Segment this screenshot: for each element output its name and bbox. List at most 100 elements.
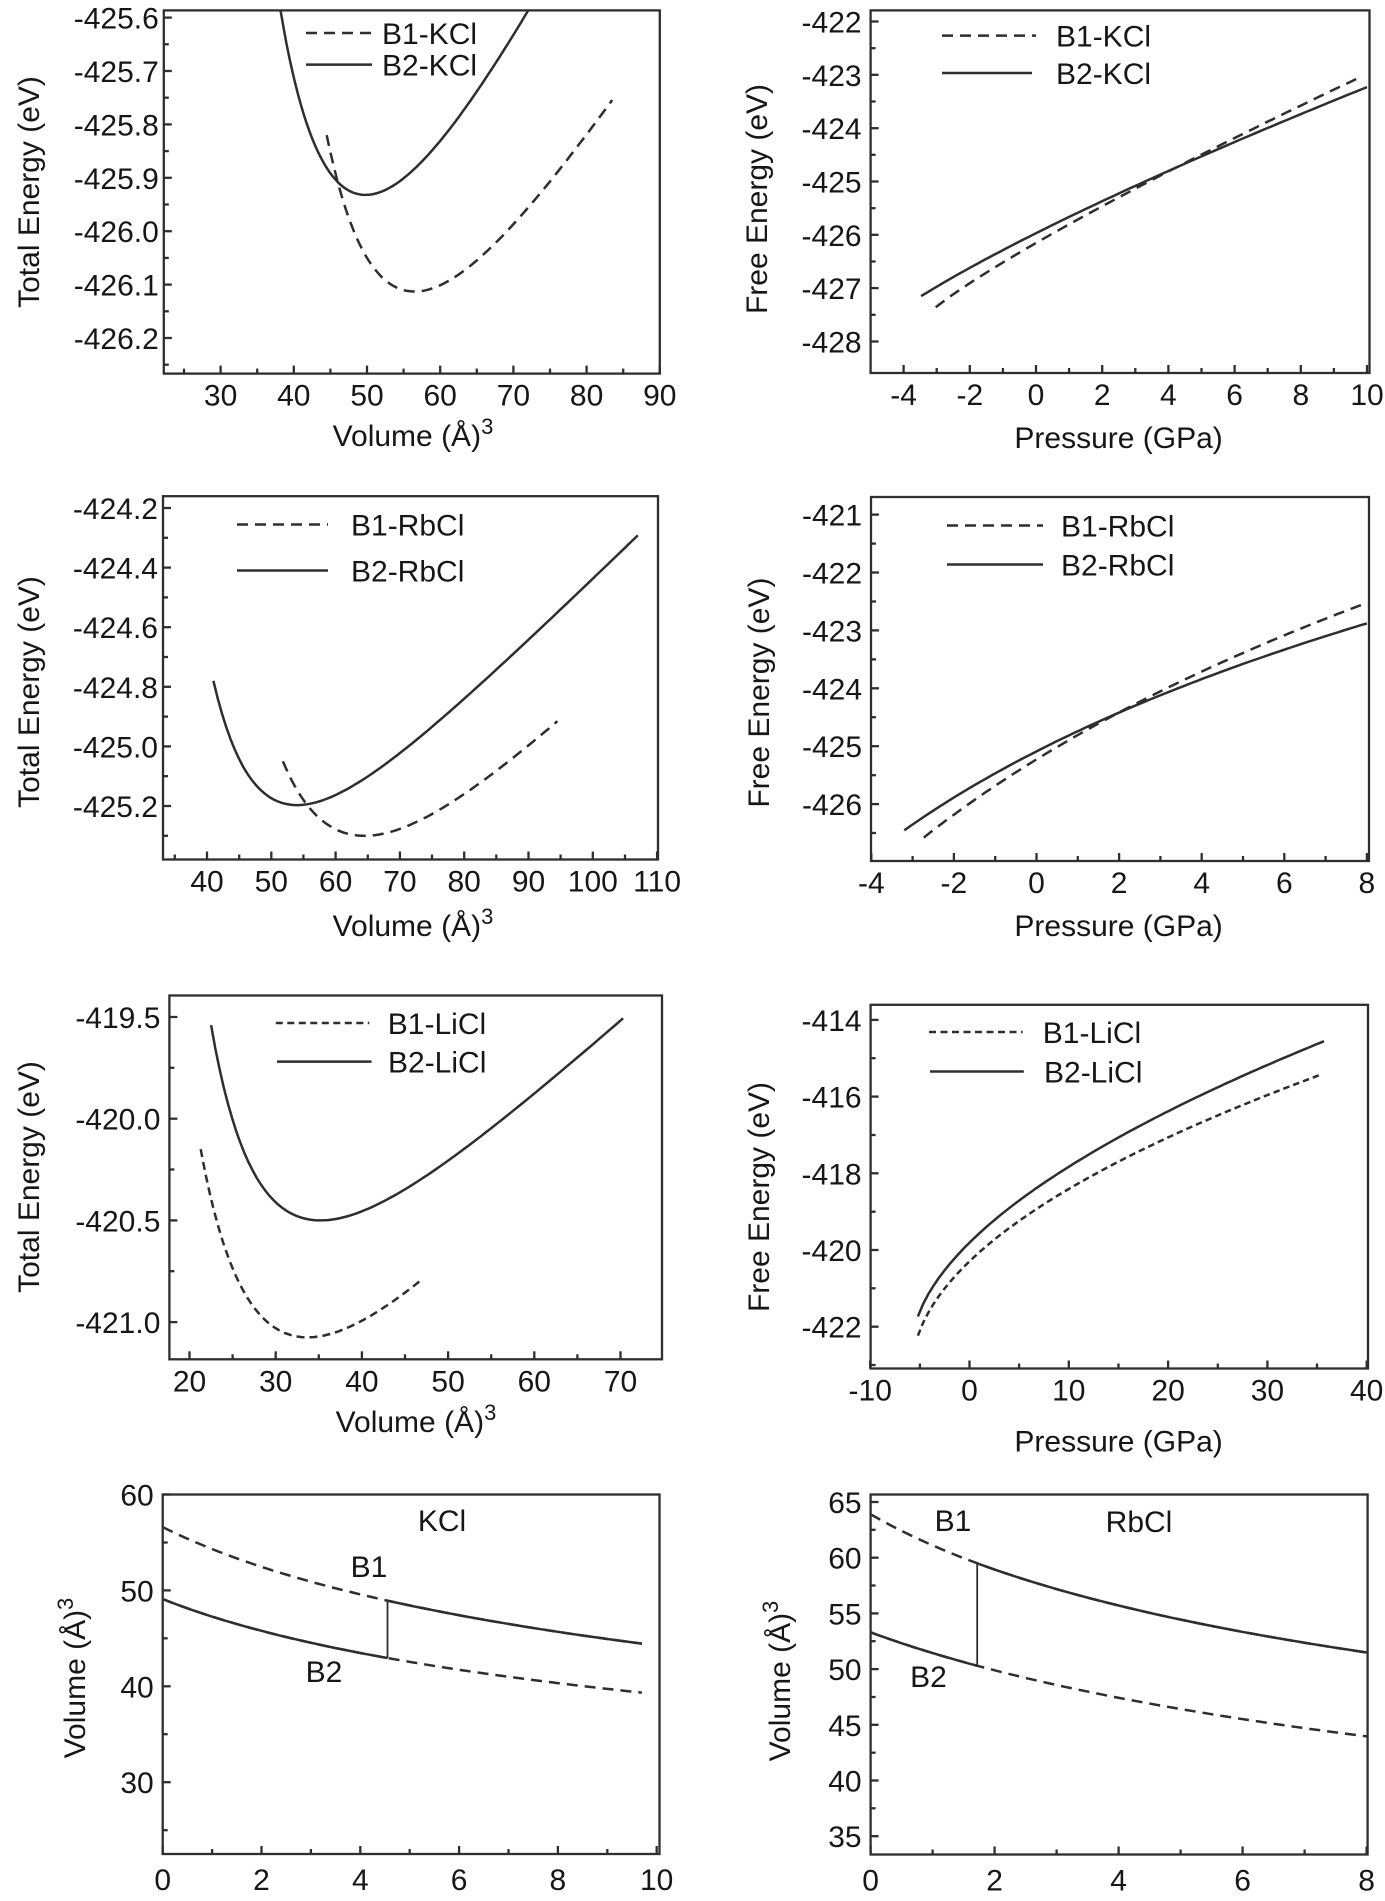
- svg-text:-419.5: -419.5: [75, 1002, 160, 1035]
- svg-text:-420: -420: [802, 1235, 862, 1268]
- svg-text:B2: B2: [910, 1661, 947, 1694]
- svg-text:60: 60: [120, 1480, 153, 1513]
- svg-text:0: 0: [154, 1864, 171, 1896]
- svg-text:Volume (Å)3: Volume (Å)3: [336, 1400, 497, 1439]
- svg-text:40: 40: [1350, 1375, 1383, 1408]
- svg-text:110: 110: [633, 866, 681, 899]
- svg-text:-418: -418: [802, 1158, 862, 1191]
- svg-text:Free Energy (eV): Free Energy (eV): [741, 84, 774, 314]
- svg-text:-420.5: -420.5: [75, 1205, 160, 1238]
- svg-text:Volume (Å)3: Volume (Å)3: [333, 414, 494, 453]
- svg-text:8: 8: [550, 1864, 567, 1896]
- svg-text:50: 50: [255, 866, 288, 899]
- svg-text:B1: B1: [351, 1551, 388, 1584]
- svg-text:30: 30: [259, 1365, 292, 1398]
- svg-text:B2: B2: [306, 1656, 343, 1689]
- svg-text:-426.1: -426.1: [74, 270, 159, 303]
- svg-text:40: 40: [120, 1671, 153, 1704]
- svg-text:70: 70: [604, 1365, 637, 1398]
- svg-text:60: 60: [424, 380, 457, 413]
- svg-text:70: 70: [497, 380, 530, 413]
- svg-text:70: 70: [383, 866, 416, 899]
- svg-text:90: 90: [643, 380, 676, 413]
- svg-text:100: 100: [568, 866, 618, 899]
- svg-text:80: 80: [448, 866, 481, 899]
- svg-text:60: 60: [518, 1365, 551, 1398]
- svg-text:-428: -428: [802, 327, 862, 360]
- svg-text:-426.2: -426.2: [74, 323, 159, 356]
- svg-text:Free Energy (eV): Free Energy (eV): [743, 1082, 776, 1312]
- svg-text:6: 6: [451, 1864, 468, 1896]
- svg-text:B2-LiCl: B2-LiCl: [1044, 1057, 1142, 1090]
- svg-text:-4: -4: [858, 867, 885, 900]
- svg-text:50: 50: [350, 380, 383, 413]
- svg-text:90: 90: [512, 866, 545, 899]
- svg-text:55: 55: [828, 1598, 861, 1631]
- svg-text:-422: -422: [802, 1312, 862, 1345]
- svg-text:-427: -427: [802, 273, 862, 306]
- svg-text:0: 0: [862, 1865, 879, 1897]
- svg-text:Total Energy (eV): Total Energy (eV): [13, 1061, 46, 1293]
- svg-text:50: 50: [120, 1575, 153, 1608]
- svg-text:-425.2: -425.2: [73, 791, 158, 824]
- svg-text:20: 20: [1151, 1375, 1184, 1408]
- svg-text:-424.8: -424.8: [73, 672, 158, 705]
- svg-text:-426: -426: [802, 220, 862, 253]
- svg-text:Volume (Å)3: Volume (Å)3: [53, 1598, 92, 1759]
- svg-text:50: 50: [828, 1654, 861, 1687]
- svg-text:50: 50: [431, 1365, 464, 1398]
- svg-text:4: 4: [1160, 379, 1177, 412]
- svg-text:-424.4: -424.4: [73, 553, 158, 586]
- svg-text:-424.2: -424.2: [73, 493, 158, 526]
- svg-text:B1-LiCl: B1-LiCl: [388, 1008, 486, 1041]
- svg-text:RbCl: RbCl: [1106, 1506, 1173, 1539]
- svg-text:B2-KCl: B2-KCl: [1056, 58, 1151, 91]
- svg-text:80: 80: [570, 380, 603, 413]
- svg-text:B1: B1: [935, 1505, 972, 1538]
- svg-text:-423: -423: [802, 615, 862, 648]
- svg-text:KCl: KCl: [418, 1505, 466, 1538]
- svg-text:30: 30: [120, 1767, 153, 1800]
- svg-text:Volume (Å)3: Volume (Å)3: [333, 904, 494, 943]
- svg-text:-424: -424: [802, 113, 862, 146]
- svg-text:2: 2: [1094, 379, 1111, 412]
- svg-text:35: 35: [828, 1821, 861, 1854]
- svg-text:-425: -425: [802, 167, 862, 200]
- svg-text:8: 8: [1359, 867, 1376, 900]
- svg-text:6: 6: [1226, 379, 1243, 412]
- svg-text:2: 2: [986, 1865, 1003, 1897]
- svg-text:-2: -2: [941, 867, 968, 900]
- svg-text:10: 10: [1052, 1375, 1085, 1408]
- svg-text:Pressure (GPa): Pressure (GPa): [1014, 1426, 1222, 1459]
- svg-text:8: 8: [1292, 379, 1309, 412]
- svg-text:20: 20: [173, 1365, 206, 1398]
- svg-text:Free Energy (eV): Free Energy (eV): [743, 578, 776, 808]
- svg-text:-424: -424: [802, 673, 862, 706]
- svg-text:-4: -4: [890, 379, 917, 412]
- svg-text:-414: -414: [802, 1005, 862, 1038]
- svg-text:65: 65: [828, 1487, 861, 1520]
- svg-text:4: 4: [1110, 1865, 1127, 1897]
- svg-text:-425: -425: [802, 731, 862, 764]
- svg-text:-425.7: -425.7: [74, 56, 159, 89]
- svg-text:4: 4: [1193, 867, 1210, 900]
- svg-text:B2-RbCl: B2-RbCl: [351, 556, 464, 589]
- svg-text:8: 8: [1358, 1865, 1375, 1897]
- svg-text:Volume (Å)3: Volume (Å)3: [758, 1601, 797, 1762]
- svg-text:-2: -2: [956, 379, 983, 412]
- svg-text:6: 6: [1276, 867, 1293, 900]
- svg-text:60: 60: [828, 1543, 861, 1576]
- svg-text:-421.0: -421.0: [75, 1307, 160, 1340]
- svg-text:Total Energy (eV): Total Energy (eV): [13, 76, 46, 308]
- svg-text:2: 2: [1111, 867, 1128, 900]
- svg-text:-421: -421: [802, 500, 862, 533]
- svg-text:60: 60: [319, 866, 352, 899]
- svg-text:Total Energy (eV): Total Energy (eV): [13, 576, 46, 808]
- svg-text:-425.0: -425.0: [73, 731, 158, 764]
- svg-text:B2-LiCl: B2-LiCl: [388, 1047, 486, 1080]
- svg-text:-426.0: -426.0: [74, 216, 159, 249]
- svg-text:B2-RbCl: B2-RbCl: [1061, 550, 1174, 583]
- svg-text:-426: -426: [802, 789, 862, 822]
- svg-text:B2-KCl: B2-KCl: [382, 50, 477, 83]
- svg-text:0: 0: [1028, 867, 1045, 900]
